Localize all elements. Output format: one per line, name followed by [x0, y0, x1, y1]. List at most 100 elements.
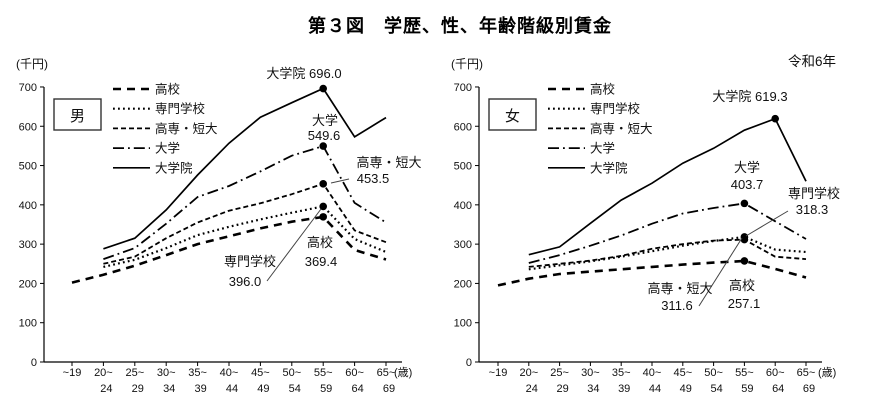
- x-tick-label: 45~: [673, 367, 692, 379]
- legend-item-専門学校: 専門学校: [113, 101, 206, 116]
- x-tick-label: 45~: [251, 367, 270, 379]
- x-tick-label: 59: [741, 383, 753, 395]
- y-tick-label: 400: [454, 200, 472, 212]
- y-tick-label: 0: [466, 357, 472, 369]
- annotation-text: 318.3: [796, 202, 829, 217]
- x-tick-label: 44: [226, 383, 238, 395]
- annotation-high: 高校 369.4: [305, 235, 338, 269]
- x-tick-label: 64: [772, 383, 784, 395]
- annotation-grad: 大学院 619.3: [712, 89, 787, 104]
- annotation-high: 高校 257.1: [728, 278, 761, 311]
- x-tick-label: 29: [556, 383, 568, 395]
- panel-label: 男: [70, 108, 85, 125]
- era-label: 令和6年: [788, 54, 836, 69]
- legend-label: 大学院: [155, 160, 193, 175]
- legend-item-高専・短大: 高専・短大: [548, 121, 653, 136]
- x-tick-label: 35~: [188, 367, 207, 379]
- annotation-text: 高専・短大: [647, 281, 712, 296]
- x-tick-label: 60~: [345, 367, 364, 379]
- marker-高専・短大: [740, 235, 749, 244]
- x-tick-label: 24: [526, 383, 538, 395]
- annotation-text: 専門学校: [224, 254, 276, 269]
- unit-label: (千円): [16, 57, 48, 71]
- gender-box: [488, 98, 537, 131]
- x-tick-label: 55~: [314, 367, 333, 379]
- x-tick-label: 55~: [735, 367, 754, 379]
- y-tick-label: 200: [454, 278, 472, 290]
- legend-item-高専・短大: 高専・短大: [113, 121, 218, 136]
- x-tick-label: ~19: [63, 367, 82, 379]
- legend-item-大学: 大学: [113, 141, 180, 156]
- age-unit-label: (歳): [818, 366, 836, 379]
- marker-専門学校: [319, 202, 328, 211]
- x-tick-label: 20~: [519, 367, 538, 379]
- series-line-高専・短大: [528, 238, 807, 268]
- chart-panel-male: (千円) 0 100 200 300 400 500 600 700 ~19 20~ 24 25~ 29 3…: [16, 57, 422, 395]
- figure-title: 第３図 学歴、性、年齢階級別賃金: [308, 16, 612, 36]
- y-tick-label: 0: [31, 357, 37, 369]
- x-tick-label: 39: [194, 383, 206, 395]
- x-tick-label: 69: [803, 383, 815, 395]
- chart-svg-female: (千円) 令和6年 0 100 200 300 400 500 600 700 ~19 20~ 24 25…: [451, 54, 840, 395]
- legend-item-大学: 大学: [548, 141, 615, 156]
- marker-大学院: [771, 114, 779, 123]
- legend-item-大学院: 大学院: [113, 160, 193, 175]
- x-tick-label: 49: [257, 383, 269, 395]
- annotation-text: 大学院 619.3: [712, 89, 787, 104]
- marker-高専・短大: [319, 180, 328, 188]
- x-tick-label: 60~: [766, 367, 785, 379]
- annotation-text: 大学院 696.0: [266, 66, 341, 81]
- unit-label: (千円): [451, 57, 483, 71]
- marker-大学: [319, 142, 328, 150]
- marker-大学: [740, 199, 749, 208]
- marker-高校: [319, 213, 328, 221]
- series-line-専門学校: [103, 205, 387, 268]
- legend-label: 高専・短大: [155, 121, 218, 136]
- legend-label: 専門学校: [155, 101, 206, 116]
- annotation-text: 大学: [734, 160, 760, 175]
- x-tick-label: 59: [320, 383, 332, 395]
- x-tick-label: 35~: [612, 367, 631, 379]
- marker-大学院: [319, 84, 328, 93]
- x-tick-label: 44: [649, 383, 661, 395]
- x-tick-label: 65~: [377, 367, 396, 379]
- x-tick-label: 40~: [220, 367, 239, 379]
- x-tick-label: 65~: [797, 367, 816, 379]
- annotation-univ: 大学 403.7: [731, 160, 764, 192]
- series-line-専門学校: [528, 235, 807, 271]
- annotation-kosen: 高専・短大 311.6: [647, 237, 743, 313]
- legend-label: 高専・短大: [590, 121, 653, 136]
- x-tick-label: 49: [680, 383, 692, 395]
- chart-panel-female: (千円) 令和6年 0 100 200 300 400 500 600 700 ~19 20~ 24 25…: [435, 0, 870, 411]
- legend-label: 大学: [590, 141, 615, 156]
- legend-label: 高校: [155, 82, 181, 97]
- x-tick-label: 50~: [282, 367, 301, 379]
- y-tick-label: 600: [19, 121, 37, 133]
- y-tick-label: 300: [454, 239, 472, 251]
- legend-label: 専門学校: [590, 101, 641, 116]
- series-line-大学院: [103, 87, 387, 250]
- annotation-grad: 大学院 696.0: [266, 66, 341, 81]
- legend-item-高校: 高校: [548, 82, 616, 97]
- legend-item-大学院: 大学院: [548, 160, 628, 175]
- y-tick-label: 600: [454, 121, 472, 133]
- y-tick-label: 700: [19, 82, 37, 94]
- annotation-text: 549.6: [308, 128, 341, 143]
- x-tick-label: 25~: [125, 367, 144, 379]
- x-tick-label: 34: [587, 383, 599, 395]
- legend-label: 高校: [590, 82, 616, 97]
- annotation-leader-line: [745, 210, 789, 237]
- x-tick-label: 30~: [581, 367, 600, 379]
- annotation-text: 高専・短大: [356, 155, 421, 170]
- annotation-text: 専門学校: [788, 186, 840, 201]
- x-tick-label: 20~: [94, 367, 113, 379]
- series-line-大学: [528, 202, 807, 264]
- age-unit-label: (歳): [394, 366, 412, 379]
- x-tick-label: 50~: [704, 367, 723, 379]
- chart-svg-male: (千円) 0 100 200 300 400 500 600 700 ~19 20~ 24 25~ 29 3…: [16, 57, 422, 395]
- annotation-leader-line: [698, 237, 743, 307]
- x-tick-label: 64: [351, 383, 363, 395]
